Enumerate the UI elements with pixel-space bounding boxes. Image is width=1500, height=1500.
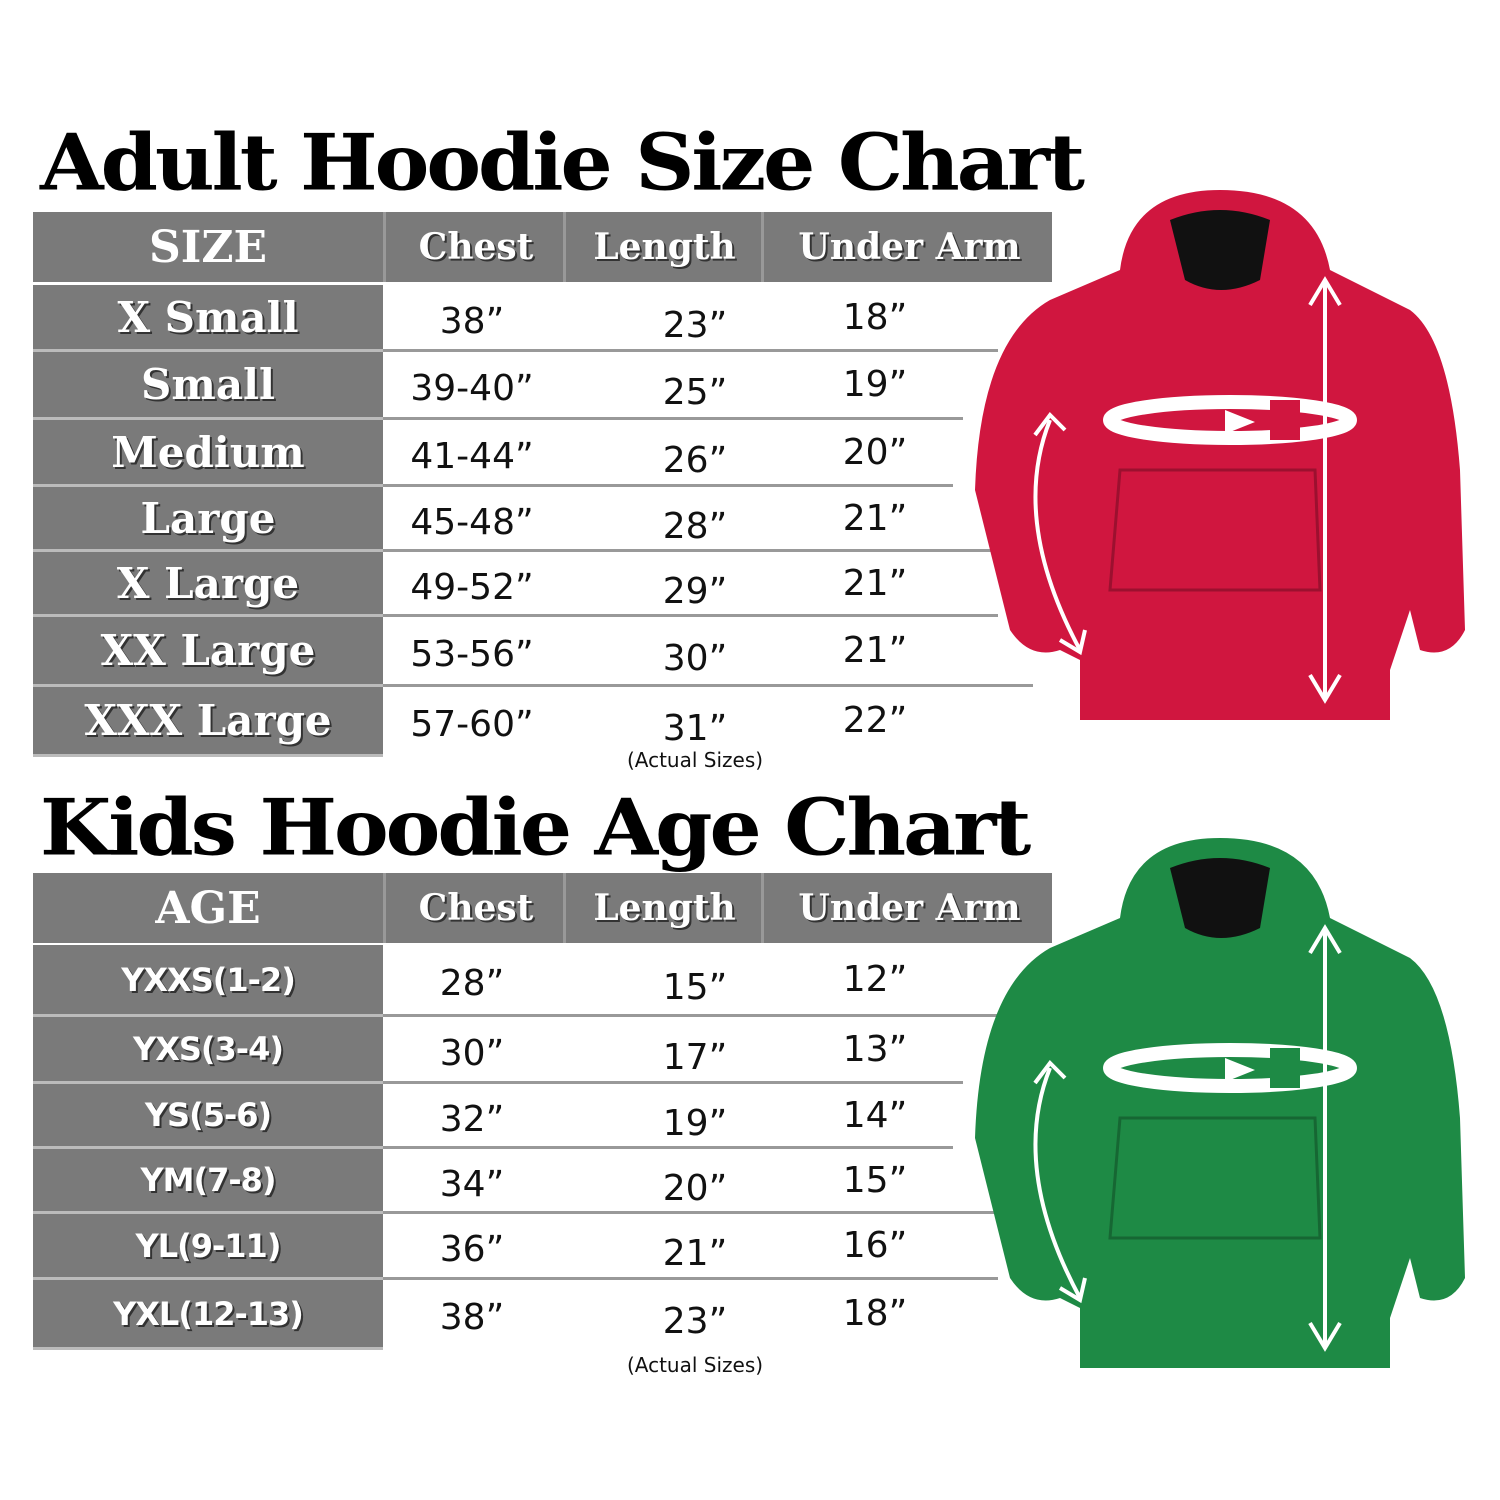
under-arm-value: 19” [842,364,908,405]
header-length: Length [563,212,763,282]
row-label: XX Large [33,617,383,687]
header-label: Chest [418,887,534,929]
adult-header-row: SIZE Chest Length Under Arm [33,212,1052,282]
row-label: X Small [33,285,383,352]
length-value: 26” [662,439,728,481]
header-chest: Chest [383,873,566,943]
under-arm-value: 21” [842,497,908,539]
header-label: Under Arm [798,887,1021,929]
row-label: YM(7-8) [33,1149,383,1214]
row-label: XXX Large [33,687,383,757]
chest-value: 53-56” [410,634,534,675]
row-label: YXS(3-4) [33,1017,383,1084]
header-chest: Chest [383,212,566,282]
under-arm-value: 21” [842,562,908,604]
header-label: AGE [155,882,261,934]
chest-value: 28” [439,963,505,1004]
header-size: SIZE [33,212,383,282]
under-arm-value: 12” [842,959,908,1000]
row-divider [383,349,998,352]
chest-value: 41-44” [410,435,534,477]
under-arm-value: 22” [842,700,908,741]
length-value: 23” [662,1301,728,1342]
adult-title: Adult Hoodie Size Chart [40,117,1085,209]
header-label: Under Arm [798,226,1021,268]
chest-value: 36” [439,1229,505,1270]
chest-value: 38” [439,300,505,342]
length-value: 25” [662,372,728,413]
chest-value: 49-52” [410,566,534,608]
adult-hoodie-image [970,190,1470,740]
row-label: X Large [33,552,383,617]
row-divider [383,614,998,617]
row-label: YS(5-6) [33,1084,383,1149]
length-value: 30” [662,638,728,679]
adult-note: (Actual Sizes) [626,748,764,772]
kids-hoodie-image [970,838,1470,1388]
row-divider [383,1277,998,1280]
chest-value: 32” [439,1098,505,1140]
row-label: YL(9-11) [33,1214,383,1280]
row-label: YXXS(1-2) [33,945,383,1017]
under-arm-value: 18” [842,1293,908,1334]
under-arm-value: 15” [842,1159,908,1201]
chest-value: 34” [439,1163,505,1205]
row-divider [383,684,1033,687]
header-label: Chest [418,226,534,268]
length-value: 31” [662,708,728,749]
chest-value: 57-60” [410,704,534,745]
header-label: Length [593,887,736,929]
under-arm-value: 21” [842,630,908,671]
row-label: Medium [33,420,383,487]
length-value: 28” [662,505,728,547]
header-label: Length [593,226,736,268]
under-arm-value: 20” [842,431,908,473]
row-divider [383,1014,998,1017]
row-divider [383,1146,953,1149]
chest-value: 39-40” [410,368,534,409]
header-length: Length [563,873,763,943]
kids-note: (Actual Sizes) [626,1353,764,1377]
header-under-arm: Under Arm [761,873,1055,943]
under-arm-value: 14” [842,1094,908,1136]
kids-title: Kids Hoodie Age Chart [40,782,1031,874]
row-divider [383,484,953,487]
under-arm-value: 13” [842,1028,908,1070]
row-label: Large [33,487,383,552]
row-divider [383,1211,998,1214]
row-label: YXL(12-13) [33,1280,383,1350]
row-divider [383,549,998,552]
kids-header-row: AGE Chest Length Under Arm [33,873,1052,943]
under-arm-value: 16” [842,1225,908,1266]
chest-value: 38” [439,1297,505,1338]
length-value: 23” [662,304,728,346]
header-age: AGE [33,873,383,943]
length-value: 20” [662,1167,728,1209]
header-under-arm: Under Arm [761,212,1055,282]
row-divider [383,417,963,420]
length-value: 17” [662,1036,728,1078]
length-value: 21” [662,1233,728,1274]
row-label: Small [33,352,383,420]
length-value: 29” [662,570,728,612]
length-value: 19” [662,1102,728,1144]
under-arm-value: 18” [842,296,908,338]
chest-value: 45-48” [410,501,534,543]
length-value: 15” [662,967,728,1008]
chest-value: 30” [439,1032,505,1074]
row-divider [383,1081,963,1084]
header-label: SIZE [148,221,267,273]
